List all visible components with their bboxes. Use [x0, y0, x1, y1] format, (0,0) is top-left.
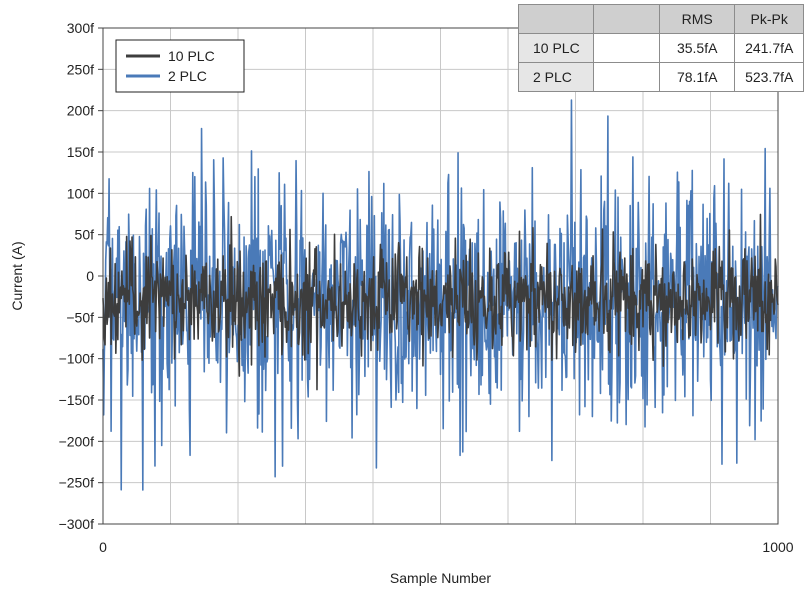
- stats-header-row: RMS Pk-Pk: [518, 4, 804, 34]
- stats-rms-cell: 78.1fA: [658, 62, 736, 92]
- stats-header-corner: [518, 4, 594, 34]
- y-axis-label: Current (A): [9, 241, 25, 310]
- y-tick-label: −100f: [59, 351, 95, 367]
- y-tick-label: −200f: [59, 433, 95, 449]
- y-tick-label: −50f: [66, 309, 94, 325]
- stats-row-2-plc: 2 PLC 78.1fA 523.7fA: [518, 62, 804, 92]
- legend-label-10-plc: 10 PLC: [168, 48, 215, 64]
- x-axis-label: Sample Number: [390, 570, 491, 586]
- series-line-10-plc: [102, 213, 779, 391]
- y-tick-label: −150f: [59, 392, 95, 408]
- stats-pkpk-cell: 523.7fA: [734, 62, 804, 92]
- x-tick-labels: 0 1000: [99, 539, 794, 555]
- stats-header-spacer: [592, 4, 660, 34]
- stats-pkpk-cell: 241.7fA: [734, 33, 804, 63]
- legend-box: [115, 39, 245, 93]
- legend-label-2-plc: 2 PLC: [168, 68, 207, 84]
- stats-row-10-plc: 10 PLC 35.5fA 241.7fA: [518, 33, 804, 63]
- x-tick-label: 0: [99, 539, 107, 555]
- stats-spacer-cell: [592, 62, 660, 92]
- stats-rms-cell: 35.5fA: [658, 33, 736, 63]
- y-tick-label: 100f: [67, 185, 94, 201]
- y-tick-label: 50f: [75, 227, 95, 243]
- y-tick-label: 300f: [67, 20, 94, 36]
- y-tick-label: −300f: [59, 516, 95, 532]
- stats-spacer-cell: [592, 33, 660, 63]
- y-tick-label: 150f: [67, 144, 94, 160]
- y-tick-label: −250f: [59, 475, 95, 491]
- stats-header-pkpk: Pk-Pk: [734, 4, 804, 34]
- y-tick-labels: 300f 250f 200f 150f 100f 50f 0 −50f −100f −150f −2…: [59, 20, 103, 532]
- y-tick-label: 200f: [67, 103, 94, 119]
- stats-row-label: 2 PLC: [518, 62, 594, 92]
- x-tick-label: 1000: [762, 539, 793, 555]
- stats-table: RMS Pk-Pk 10 PLC 35.5fA 241.7fA 2 PLC 78…: [518, 4, 804, 92]
- stats-header-rms: RMS: [658, 4, 736, 34]
- y-tick-label: 0: [86, 268, 94, 284]
- legend: 10 PLC 2 PLC: [115, 39, 245, 93]
- stats-row-label: 10 PLC: [518, 33, 594, 63]
- series-10-plc-group: [102, 213, 779, 391]
- y-tick-label: 250f: [67, 61, 94, 77]
